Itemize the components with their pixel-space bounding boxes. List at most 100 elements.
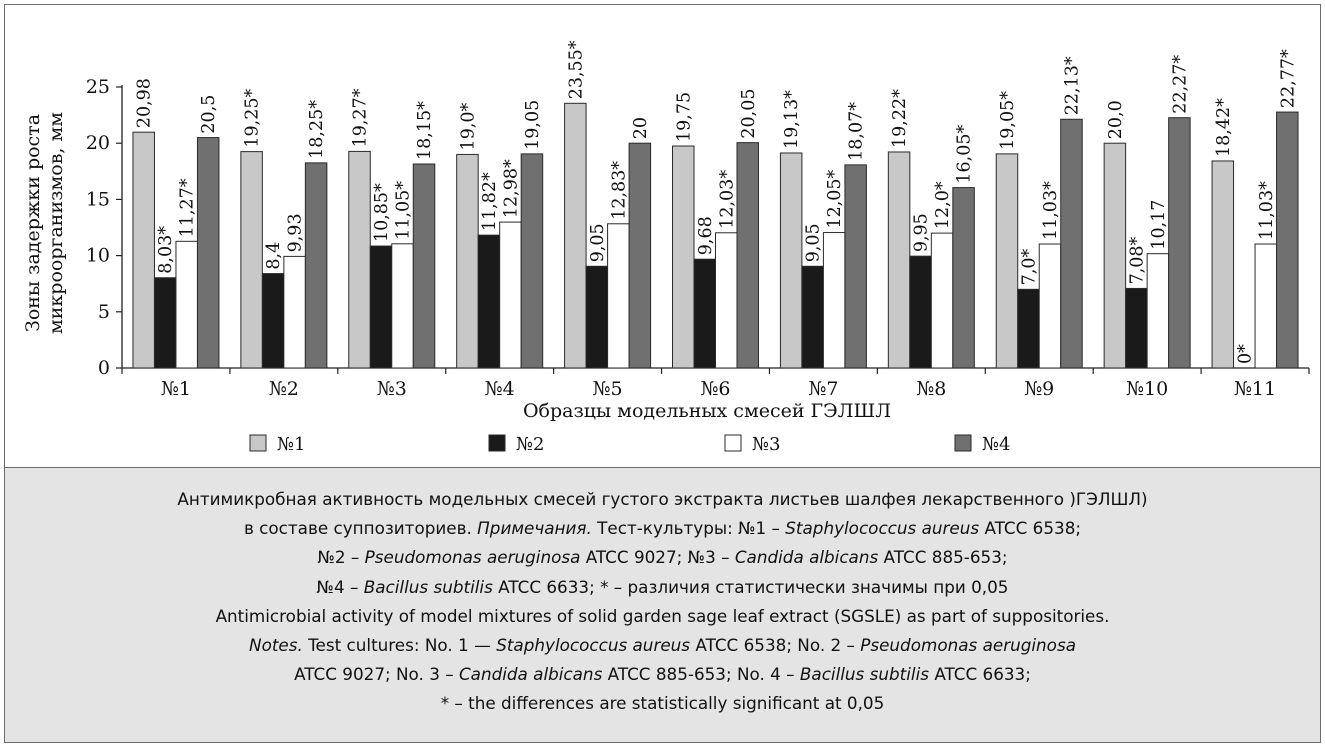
caption-text: ATCC 6633;	[928, 664, 1031, 685]
bar-value-label: 20	[631, 117, 651, 139]
bar	[1276, 111, 1299, 369]
bar-value-label: 19,25*	[243, 89, 263, 148]
bar-value-label: 10,17	[1149, 200, 1169, 250]
y-ticks: 0 5 10 15 20 25	[86, 76, 122, 379]
legend-label: №4	[982, 434, 1011, 455]
caption-text: ATCC 9027; No. 3 –	[294, 664, 459, 685]
caption-text: * – the differences are statistically si…	[440, 693, 885, 714]
bar	[564, 102, 587, 369]
caption-text: Тест-культуры: №1 –	[591, 518, 786, 539]
caption-species: Pseudomonas aeruginosa	[860, 635, 1076, 656]
bar-value-label: 19,27*	[351, 88, 371, 147]
bar-value-label: 9,05	[804, 223, 824, 262]
bar-value-label: 22,77*	[1278, 49, 1298, 108]
y-tick-label: 25	[86, 76, 110, 98]
bar-value-label: 20,0	[1106, 100, 1126, 139]
legend-label: №1	[277, 434, 306, 455]
bar	[348, 150, 371, 369]
bar	[520, 153, 544, 369]
bar-value-label: 11,05*	[394, 181, 414, 240]
x-axis-label: Образцы модельных смесей ГЭЛШЛ	[523, 400, 891, 422]
caption-text: ATCC 6538;	[979, 518, 1082, 539]
bar-value-label: 19,75	[674, 92, 694, 142]
bar	[822, 232, 846, 369]
x-ticks: №1 №2 №3 №4 №5 №6 №7 №8 №9 №10 №11	[121, 368, 1310, 400]
bar-value-label: 11,27*	[178, 178, 198, 237]
bar-value-label: 19,0*	[458, 102, 478, 150]
bar	[1103, 142, 1127, 369]
bar-value-label: 9,05	[588, 223, 608, 262]
bar-value-label: 11,03*	[1257, 181, 1277, 240]
bar-value-label: 0*	[1235, 344, 1255, 364]
bar	[240, 151, 263, 369]
legend-swatch	[488, 434, 506, 452]
bar-value-label: 8,03*	[156, 226, 176, 274]
bar-value-label: 20,98	[135, 78, 155, 128]
x-tick-label: №3	[377, 378, 407, 400]
caption-ru-line-2: в составе суппозиториев. Примечания. Тес…	[17, 514, 1308, 543]
figure: Зоны задержки роста микроорганизмов, мм …	[4, 4, 1321, 743]
bar-value-label: 7,08*	[1127, 236, 1147, 284]
x-tick-label: №6	[700, 378, 730, 400]
caption-en-line-3: ATCC 9027; No. 3 – Candida albicans ATCC…	[17, 660, 1308, 689]
bar-value-label: 19,05*	[998, 91, 1018, 150]
bar	[628, 142, 652, 369]
bar-value-label: 10,85*	[372, 183, 392, 242]
bar	[196, 137, 220, 369]
bar-value-label: 7,0*	[1019, 248, 1039, 285]
bar-value-label: 18,07*	[847, 102, 867, 161]
bar	[585, 265, 609, 369]
caption-ru-line-1: Антимикробная активность модельных смесе…	[17, 485, 1308, 514]
caption-text: ATCC 6633; * – различия статистически зн…	[492, 576, 1009, 597]
x-tick-label: №2	[269, 378, 299, 400]
bar-value-label: 20,5	[199, 95, 219, 134]
bar	[283, 255, 306, 369]
bar-value-label: 11,03*	[1041, 181, 1061, 240]
bar	[672, 145, 695, 369]
caption-text: ATCC 9027; №3 –	[580, 547, 735, 568]
bar-value-label: 8,4	[264, 242, 284, 270]
bar	[930, 232, 954, 369]
legend-swatch	[249, 434, 267, 452]
caption-text: Антимикробная активность модельных смесе…	[177, 489, 1148, 509]
y-tick-label: 5	[98, 301, 110, 323]
bar	[909, 255, 932, 369]
bar	[1211, 160, 1235, 369]
x-tick-label: №9	[1024, 378, 1054, 400]
bar	[304, 162, 328, 369]
bar-labels: 20,98 8,03*11,27* 20,5 19,25* 8,49,93 18,25* 1…	[135, 40, 1299, 364]
bar	[995, 153, 1019, 369]
bar-value-label: 9,68	[696, 216, 716, 255]
bar-value-label: 11,82*	[480, 172, 500, 231]
bar	[153, 277, 177, 369]
bar	[132, 131, 155, 369]
bar	[369, 245, 393, 369]
bar-value-label: 12,03*	[717, 170, 737, 229]
caption-text: ATCC 885-653;	[878, 547, 1008, 568]
y-tick-label: 20	[86, 132, 110, 154]
bar-value-label: 22,13*	[1062, 56, 1082, 115]
x-tick-label: №4	[485, 378, 515, 400]
bar	[456, 153, 479, 369]
bar	[1125, 287, 1148, 369]
bar-value-label: 19,22*	[890, 89, 910, 148]
bar	[952, 187, 975, 369]
bar	[499, 221, 522, 369]
x-tick-label: №1	[161, 378, 191, 400]
caption-text: ATCC 6538; No. 2 –	[690, 635, 861, 656]
bar-value-label: 12,0*	[933, 181, 953, 229]
bar	[1168, 117, 1191, 369]
caption-species: Pseudomonas aeruginosa	[364, 547, 581, 568]
bar	[779, 152, 803, 369]
y-axis-label-line2: микроорганизмов, мм	[45, 112, 67, 334]
bar	[412, 163, 436, 369]
bars	[132, 102, 1299, 369]
bar	[1060, 118, 1083, 369]
bar	[175, 240, 198, 369]
caption-text: в составе суппозиториев.	[243, 518, 478, 539]
caption-ru-line-4: №4 – Bacillus subtilis ATCC 6633; * – ра…	[17, 573, 1308, 602]
bar	[261, 273, 285, 369]
caption-species: Staphylococcus aureus	[496, 635, 691, 656]
x-tick-label: №10	[1126, 378, 1168, 400]
bar	[1254, 243, 1278, 369]
